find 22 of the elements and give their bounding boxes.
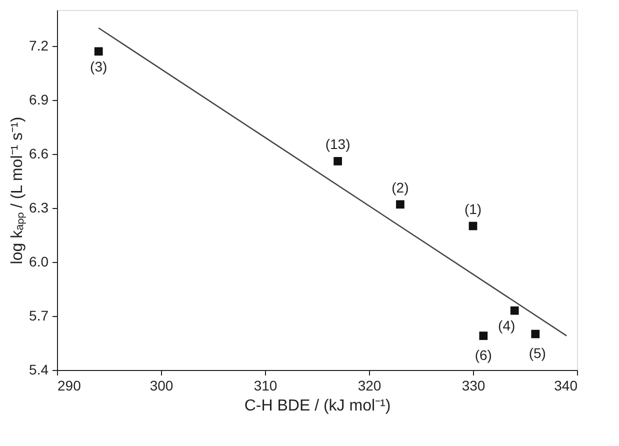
annotation: (6)	[474, 346, 492, 363]
annotation: (4)	[498, 318, 516, 334]
y-tick-label: 6.9	[29, 92, 49, 108]
y-tick-label: 6.3	[29, 200, 49, 216]
annotation: (5)	[528, 345, 546, 361]
y-tick-label: 6.6	[29, 146, 49, 162]
y-tick-label: 7.2	[29, 38, 49, 54]
annotation: (3)	[90, 58, 108, 74]
x-tick-label: 330	[462, 378, 486, 394]
y-axis-title: log kₐₚₚ / (L mol⁻¹ s⁻¹)	[9, 116, 26, 264]
annotation: (13)	[325, 136, 350, 152]
x-tick-label: 320	[358, 378, 382, 394]
annotation: (2)	[392, 179, 409, 196]
x-axis-title: C-H BDE / (kJ mol⁻¹)	[244, 398, 391, 414]
y-tick-label: 5.4	[29, 362, 49, 378]
x-tick-label: 310	[254, 378, 278, 394]
y-tick-label: 6.0	[29, 254, 49, 270]
x-tick-label: 300	[150, 378, 174, 394]
x-tick-label: 340	[554, 378, 578, 394]
y-tick-label: 5.7	[29, 308, 49, 324]
annotation: (1)	[464, 201, 482, 217]
x-tick-label: 290	[58, 378, 82, 394]
